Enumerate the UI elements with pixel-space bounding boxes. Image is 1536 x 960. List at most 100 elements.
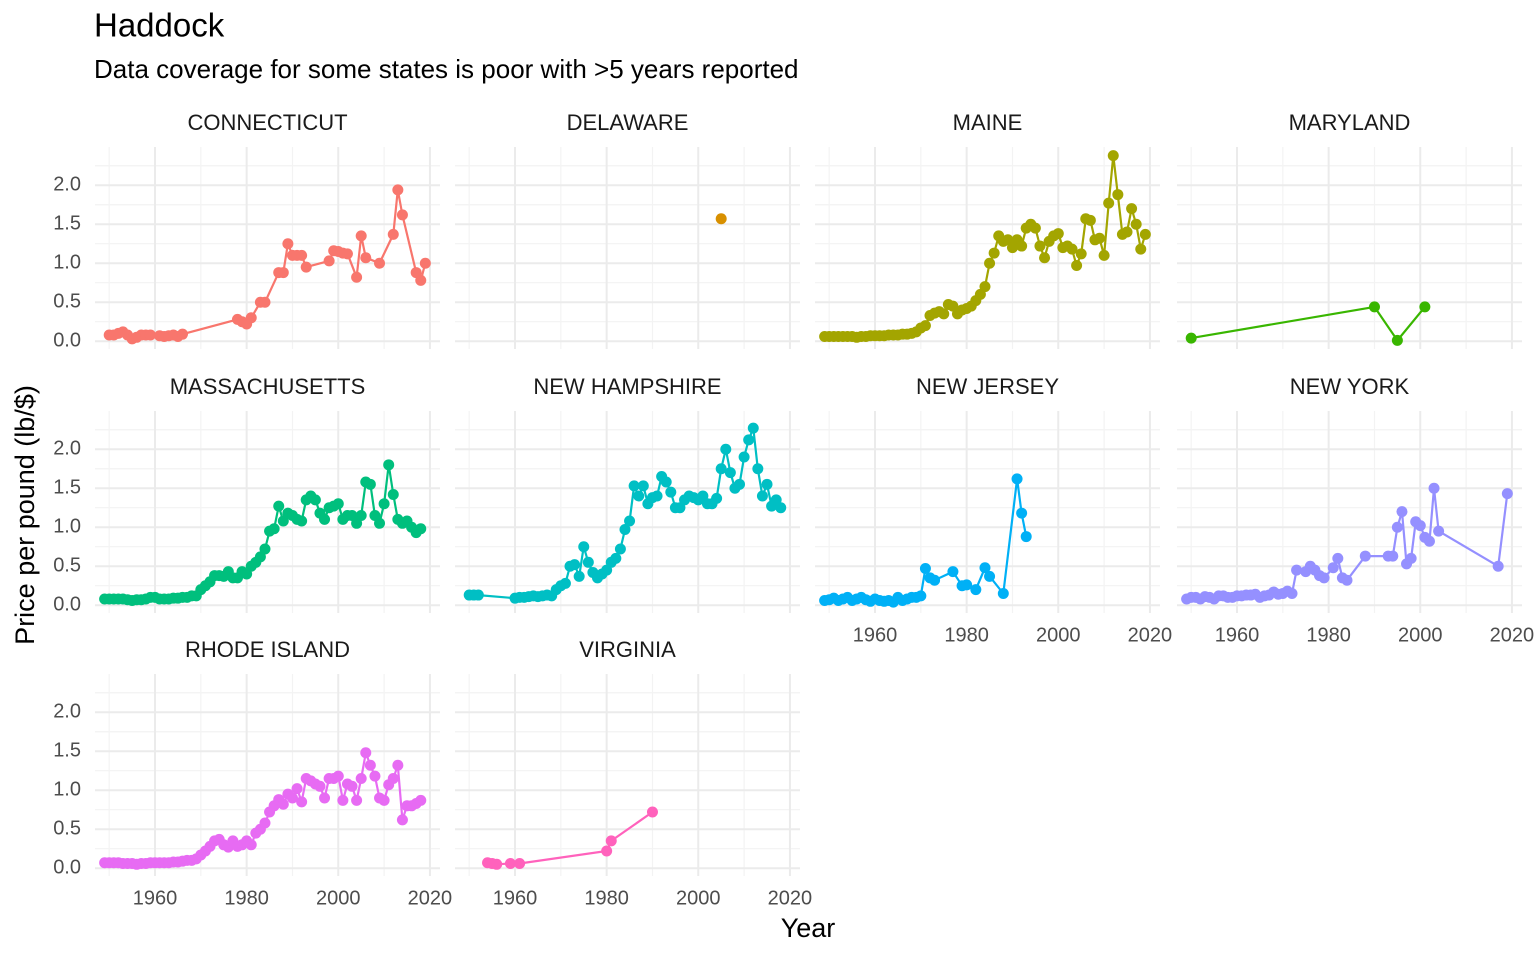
y-tick-label: 2.0	[53, 173, 81, 195]
data-point	[614, 543, 626, 555]
data-point	[915, 590, 927, 602]
data-point	[415, 794, 427, 806]
data-point	[1071, 260, 1083, 272]
data-point	[605, 835, 617, 847]
chart-title: Haddock	[94, 7, 225, 44]
data-point	[332, 770, 344, 782]
x-tick-label: 1960	[1215, 624, 1260, 646]
data-point	[715, 213, 727, 225]
y-tick-label: 0.5	[53, 817, 81, 839]
data-point	[997, 588, 1009, 600]
series-line	[1191, 305, 1426, 343]
data-point	[282, 238, 294, 250]
data-point	[286, 792, 298, 804]
data-point	[1130, 218, 1142, 230]
data-point	[291, 783, 303, 795]
data-point	[277, 798, 289, 810]
data-point	[651, 490, 663, 502]
y-tick-label: 0.0	[53, 856, 81, 878]
strip-label: MARYLAND	[1289, 110, 1411, 135]
data-point	[747, 422, 759, 434]
x-tick-label: 1980	[944, 624, 989, 646]
data-point	[296, 249, 308, 261]
data-point	[1492, 560, 1504, 572]
data-point	[979, 281, 991, 293]
data-point	[259, 817, 271, 829]
data-point	[1016, 240, 1028, 252]
data-point	[919, 563, 931, 575]
data-point	[319, 792, 331, 804]
chart-subtitle: Data coverage for some states is poor wi…	[94, 54, 799, 84]
strip-label: MASSACHUSETTS	[170, 374, 366, 399]
data-point	[1139, 228, 1151, 240]
y-tick-label: 2.0	[53, 437, 81, 459]
data-point	[259, 543, 271, 555]
data-point	[720, 443, 732, 455]
data-point	[984, 257, 996, 269]
x-tick-label: 2000	[1036, 624, 1081, 646]
data-point	[724, 467, 736, 479]
data-point	[1034, 240, 1046, 252]
data-point	[1039, 252, 1051, 264]
data-point	[1428, 482, 1440, 494]
data-point	[296, 796, 308, 808]
data-point	[559, 577, 571, 589]
data-point	[775, 502, 787, 514]
data-point	[752, 463, 764, 475]
data-point	[619, 524, 631, 536]
data-point	[346, 780, 358, 792]
y-tick-label: 1.5	[53, 739, 81, 761]
data-point	[601, 845, 613, 857]
data-point	[1396, 506, 1408, 518]
data-point	[988, 247, 1000, 259]
series-line	[824, 155, 1147, 339]
data-point	[415, 274, 427, 286]
y-tick-label: 0.5	[53, 554, 81, 576]
series-line	[824, 478, 1028, 604]
data-point	[979, 562, 991, 574]
data-point	[582, 556, 594, 568]
y-tick-label: 1.0	[53, 778, 81, 800]
data-point	[491, 858, 503, 870]
data-point	[337, 794, 349, 806]
x-tick-label: 2020	[1128, 624, 1173, 646]
data-point	[1327, 562, 1339, 574]
data-point	[610, 552, 622, 564]
strip-label: NEW HAMPSHIRE	[533, 374, 721, 399]
data-point	[277, 267, 289, 279]
data-point	[514, 858, 526, 870]
data-point	[761, 478, 773, 490]
data-point	[1405, 552, 1417, 564]
data-point	[715, 463, 727, 475]
x-tick-label: 1960	[493, 887, 538, 909]
x-tick-label: 2020	[1490, 624, 1535, 646]
data-point	[637, 480, 649, 492]
strip-label: MAINE	[953, 110, 1023, 135]
data-point	[341, 248, 353, 260]
data-point	[273, 500, 285, 512]
x-tick-label: 1980	[224, 887, 269, 909]
data-point	[374, 257, 386, 269]
data-point	[364, 478, 376, 490]
strip-label: RHODE ISLAND	[185, 637, 350, 662]
data-point	[360, 252, 372, 264]
data-point	[268, 523, 280, 535]
data-point	[743, 434, 755, 446]
strip-label: NEW YORK	[1290, 374, 1410, 399]
data-point	[392, 759, 404, 771]
data-point	[259, 296, 271, 308]
data-point	[1016, 507, 1028, 519]
y-tick-label: 0.5	[53, 290, 81, 312]
strip-label: VIRGINIA	[579, 637, 676, 662]
y-tick-label: 1.0	[53, 515, 81, 537]
data-point	[1094, 232, 1106, 244]
x-tick-label: 1960	[853, 624, 898, 646]
data-point	[1359, 550, 1371, 562]
data-point	[578, 541, 590, 553]
data-point	[660, 476, 672, 488]
data-point	[624, 515, 636, 527]
data-point	[396, 814, 408, 826]
data-point	[245, 312, 257, 324]
data-point	[387, 488, 399, 500]
